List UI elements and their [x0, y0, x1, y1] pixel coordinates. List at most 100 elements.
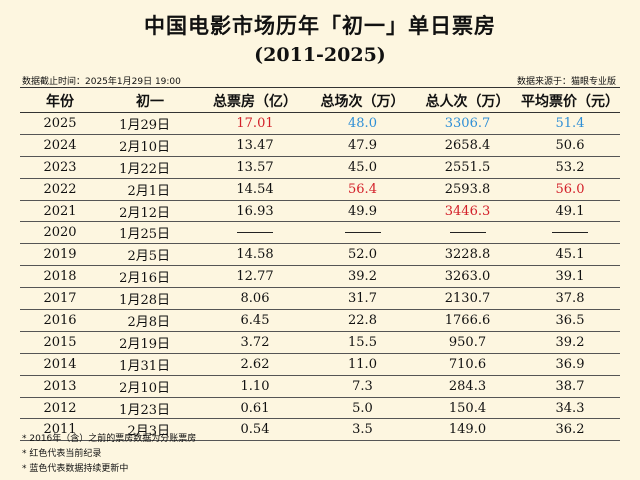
cell-average-price: 56.0 [520, 178, 620, 201]
cell-year: 2020 [20, 221, 100, 245]
cell-average-price: 36.2 [520, 418, 620, 442]
cell-total-admissions [415, 221, 520, 245]
cell-total-box-office: 14.54 [200, 178, 310, 201]
cell-total-shows: 22.8 [310, 309, 415, 332]
cell-average-price: 39.2 [520, 331, 620, 354]
cell-total-admissions: 2130.7 [415, 287, 520, 311]
cell-first-day-date: 1月25日 [100, 221, 200, 245]
table-row: 2024 2月10日 13.47 47.9 2658.4 50.6 [20, 134, 620, 157]
cell-total-admissions: 2551.5 [415, 156, 520, 179]
cell-total-admissions: 284.3 [415, 375, 520, 398]
page-subtitle: (2011-2025) [254, 44, 386, 66]
table-row: 2014 1月31日 2.62 11.0 710.6 36.9 [20, 353, 620, 376]
box-office-table: 年份 初一 总票房（亿） 总场次（万） 总人次（万） 平均票价（元） 2025 1… [20, 90, 620, 442]
cell-total-admissions: 1766.6 [415, 309, 520, 332]
table-row: 2022 2月1日 14.54 56.4 2593.8 56.0 [20, 178, 620, 201]
cell-total-box-office: 6.45 [200, 309, 310, 332]
cell-average-price: 51.4 [520, 112, 620, 135]
cell-year: 2014 [20, 353, 100, 376]
cell-total-box-office: 12.77 [200, 265, 310, 289]
table-row: 2017 1月28日 8.06 31.7 2130.7 37.8 [20, 287, 620, 311]
table-row: 2019 2月5日 14.58 52.0 3228.8 45.1 [20, 243, 620, 267]
header-average-price: 平均票价（元） [520, 90, 620, 113]
cell-total-admissions: 150.4 [415, 397, 520, 420]
cell-total-admissions: 149.0 [415, 418, 520, 442]
cell-year: 2018 [20, 265, 100, 289]
cell-total-shows: 49.9 [310, 200, 415, 223]
cell-total-box-office: 0.61 [200, 397, 310, 420]
cell-total-box-office: 8.06 [200, 287, 310, 311]
cell-year: 2013 [20, 375, 100, 398]
page-title: 中国电影市场历年「初一」单日票房 [144, 13, 496, 38]
table-row: 2025 1月29日 17.01 48.0 3306.7 51.4 [20, 112, 620, 135]
cell-year: 2015 [20, 331, 100, 354]
cell-total-admissions: 3446.3 [415, 200, 520, 223]
footnote-blue-updating: * 蓝色代表数据持续更新中 [22, 464, 129, 474]
cell-total-box-office: 0.54 [200, 418, 310, 442]
header-total-admissions: 总人次（万） [415, 90, 520, 113]
cell-first-day-date: 2月1日 [100, 178, 200, 201]
cell-first-day-date: 2月10日 [100, 134, 200, 157]
cell-year: 2023 [20, 156, 100, 179]
cell-first-day-date: 2月19日 [100, 331, 200, 354]
cell-year: 2017 [20, 287, 100, 311]
table-row: 2011 2月3日 0.54 3.5 149.0 36.2 [20, 418, 620, 442]
cell-average-price: 49.1 [520, 200, 620, 223]
cell-average-price: 36.5 [520, 309, 620, 332]
cell-year: 2024 [20, 134, 100, 157]
cell-total-shows: 15.5 [310, 331, 415, 354]
table-row: 2016 2月8日 6.45 22.8 1766.6 36.5 [20, 309, 620, 332]
cell-total-shows: 47.9 [310, 134, 415, 157]
cell-total-shows: 39.2 [310, 265, 415, 289]
top-rule [20, 87, 620, 88]
cell-total-admissions: 2658.4 [415, 134, 520, 157]
cell-year: 2021 [20, 200, 100, 223]
cell-total-admissions: 950.7 [415, 331, 520, 354]
table-body: 2025 1月29日 17.01 48.0 3306.7 51.4 2024 2月10日 13.… [20, 112, 620, 442]
no-data-dash [552, 232, 588, 234]
cell-total-shows: 52.0 [310, 243, 415, 267]
cell-first-day-date: 1月29日 [100, 112, 200, 135]
cell-year: 2012 [20, 397, 100, 420]
cell-total-shows: 7.3 [310, 375, 415, 398]
cell-average-price: 39.1 [520, 265, 620, 289]
cell-average-price: 34.3 [520, 397, 620, 420]
header-first-day: 初一 [100, 90, 200, 113]
table-row: 2018 2月16日 12.77 39.2 3263.0 39.1 [20, 265, 620, 289]
cell-average-price: 50.6 [520, 134, 620, 157]
cell-total-box-office: 16.93 [200, 200, 310, 223]
cell-average-price: 53.2 [520, 156, 620, 179]
cell-total-admissions: 3263.0 [415, 265, 520, 289]
cell-total-shows: 5.0 [310, 397, 415, 420]
cell-first-day-date: 1月22日 [100, 156, 200, 179]
footnote-red-record: * 红色代表当前纪录 [22, 449, 102, 459]
cell-year: 2022 [20, 178, 100, 201]
cell-total-box-office [200, 221, 310, 245]
cell-first-day-date: 2月5日 [100, 243, 200, 267]
table-row: 2023 1月22日 13.57 45.0 2551.5 53.2 [20, 156, 620, 179]
cell-year: 2025 [20, 112, 100, 135]
table-row: 2013 2月10日 1.10 7.3 284.3 38.7 [20, 375, 620, 398]
cell-first-day-date: 2月8日 [100, 309, 200, 332]
header-year: 年份 [20, 90, 100, 113]
data-cutoff-time: 数据截止时间：2025年1月29日 19:00 [22, 77, 181, 87]
cell-total-admissions: 2593.8 [415, 178, 520, 201]
cell-average-price [520, 221, 620, 245]
no-data-dash [237, 232, 273, 234]
no-data-dash [344, 232, 381, 234]
cell-total-box-office: 1.10 [200, 375, 310, 398]
cell-total-admissions: 3228.8 [415, 243, 520, 267]
header-total-box-office: 总票房（亿） [200, 90, 310, 113]
data-source: 数据来源于：猫眼专业版 [516, 77, 616, 87]
cell-total-shows: 48.0 [310, 112, 415, 135]
cell-first-day-date: 2月12日 [100, 200, 200, 223]
cell-total-shows: 31.7 [310, 287, 415, 311]
cell-total-shows [310, 221, 415, 245]
cell-year: 2019 [20, 243, 100, 267]
cell-first-day-date: 2月3日 [100, 418, 200, 442]
cell-total-shows: 56.4 [310, 178, 415, 201]
no-data-dash [449, 232, 486, 234]
header-total-shows: 总场次（万） [310, 90, 415, 113]
footnotes: * 2016年（含）之前的票房数据为分账票房 * 红色代表当前纪录 * 蓝色代表… [22, 432, 196, 477]
